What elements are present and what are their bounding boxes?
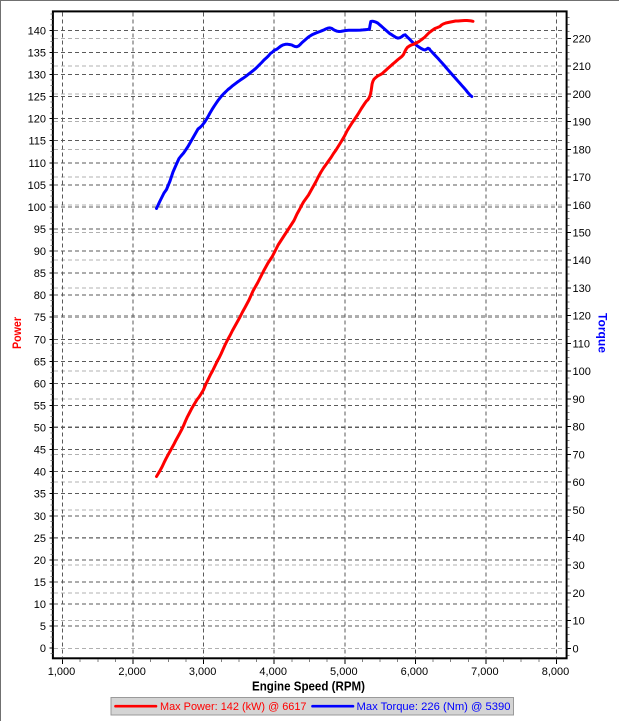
svg-text:60: 60: [34, 378, 46, 390]
svg-text:30: 30: [573, 560, 585, 572]
svg-text:15: 15: [34, 577, 46, 589]
svg-text:95: 95: [34, 224, 46, 236]
svg-text:50: 50: [34, 423, 46, 435]
svg-text:7,000: 7,000: [471, 666, 499, 678]
svg-text:5,000: 5,000: [330, 666, 358, 678]
svg-text:10: 10: [34, 599, 46, 611]
svg-text:0: 0: [40, 643, 46, 655]
svg-text:85: 85: [34, 268, 46, 280]
svg-text:70: 70: [34, 334, 46, 346]
svg-text:4,000: 4,000: [259, 666, 287, 678]
svg-text:25: 25: [34, 533, 46, 545]
svg-text:80: 80: [573, 422, 585, 434]
svg-text:Power: Power: [12, 317, 24, 349]
svg-text:150: 150: [573, 228, 591, 240]
svg-text:180: 180: [573, 144, 591, 156]
svg-text:45: 45: [34, 445, 46, 457]
svg-text:105: 105: [28, 180, 46, 192]
svg-text:Max Torque: 226 (Nm) @ 5390: Max Torque: 226 (Nm) @ 5390: [357, 701, 511, 713]
svg-text:0: 0: [573, 643, 579, 655]
svg-text:40: 40: [34, 467, 46, 479]
svg-text:120: 120: [28, 114, 46, 126]
svg-text:210: 210: [573, 61, 591, 73]
svg-text:200: 200: [573, 89, 591, 101]
svg-text:100: 100: [573, 366, 591, 378]
svg-text:5: 5: [40, 621, 46, 633]
svg-text:70: 70: [573, 449, 585, 461]
svg-text:170: 170: [573, 172, 591, 184]
svg-text:8,000: 8,000: [542, 666, 570, 678]
svg-text:140: 140: [573, 255, 591, 267]
svg-text:90: 90: [573, 394, 585, 406]
svg-text:110: 110: [28, 158, 46, 170]
svg-text:190: 190: [573, 117, 591, 129]
svg-text:30: 30: [34, 511, 46, 523]
svg-text:2,000: 2,000: [118, 666, 146, 678]
svg-text:125: 125: [28, 92, 46, 104]
svg-text:Engine Speed (RPM): Engine Speed (RPM): [252, 680, 365, 694]
svg-text:65: 65: [34, 356, 46, 368]
svg-text:100: 100: [28, 202, 46, 214]
svg-text:1,000: 1,000: [48, 666, 76, 678]
svg-text:115: 115: [28, 136, 46, 148]
svg-text:220: 220: [573, 33, 591, 45]
svg-text:6,000: 6,000: [401, 666, 429, 678]
svg-text:80: 80: [34, 290, 46, 302]
svg-text:Max Power: 142 (kW) @ 6617: Max Power: 142 (kW) @ 6617: [160, 701, 307, 713]
svg-text:20: 20: [34, 555, 46, 567]
svg-text:120: 120: [573, 311, 591, 323]
svg-text:40: 40: [573, 533, 585, 545]
svg-text:75: 75: [34, 312, 46, 324]
svg-text:35: 35: [34, 489, 46, 501]
svg-text:3,000: 3,000: [189, 666, 217, 678]
svg-text:110: 110: [573, 338, 591, 350]
svg-text:135: 135: [28, 47, 46, 59]
svg-text:140: 140: [28, 25, 46, 37]
svg-text:20: 20: [573, 588, 585, 600]
svg-text:60: 60: [573, 477, 585, 489]
svg-text:10: 10: [573, 616, 585, 628]
svg-text:50: 50: [573, 505, 585, 517]
svg-text:130: 130: [573, 283, 591, 295]
svg-text:130: 130: [28, 70, 46, 82]
svg-text:55: 55: [34, 401, 46, 413]
svg-text:160: 160: [573, 200, 591, 212]
svg-text:90: 90: [34, 246, 46, 258]
svg-text:Torque: Torque: [596, 313, 608, 353]
